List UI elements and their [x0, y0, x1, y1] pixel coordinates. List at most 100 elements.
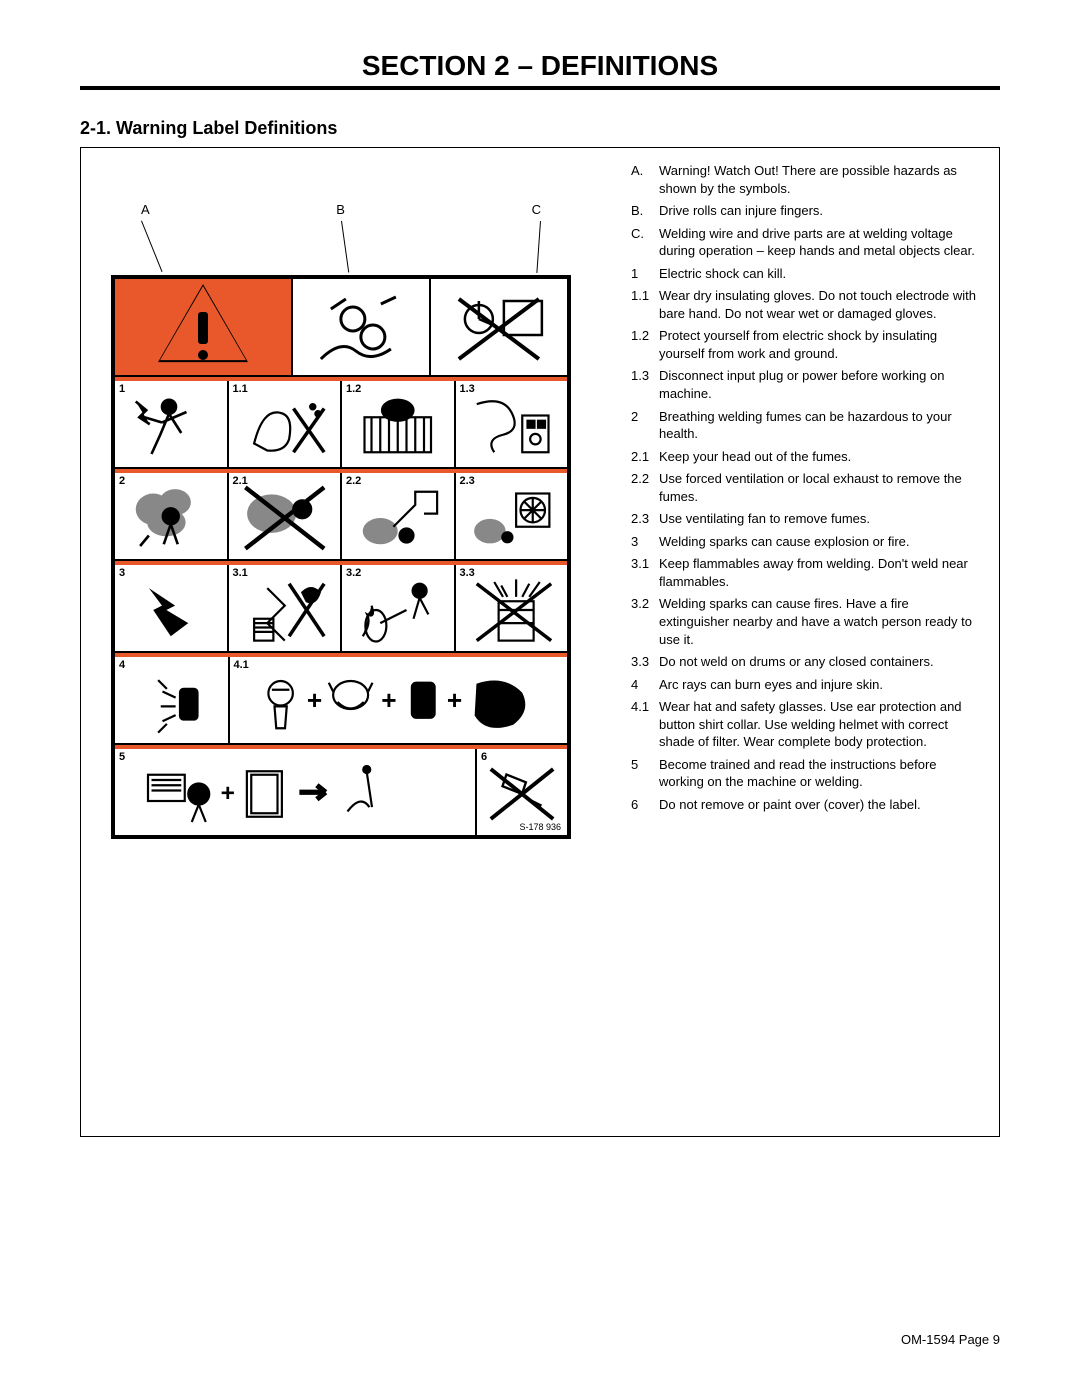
definition-key: A.: [631, 162, 659, 197]
definition-key: 3.2: [631, 595, 659, 648]
callout-a: A: [141, 202, 150, 217]
definition-item: 3Welding sparks can cause explosion or f…: [631, 533, 979, 551]
definition-text: Keep flammables away from welding. Don't…: [659, 555, 979, 590]
definition-text: Do not weld on drums or any closed conta…: [659, 653, 934, 671]
cell-2-1: 2.1: [229, 473, 343, 559]
definition-item: A.Warning! Watch Out! There are possible…: [631, 162, 979, 197]
definition-item: 2.2Use forced ventilation or local exhau…: [631, 470, 979, 505]
warning-label-box: 1 1.1 1.2 1.3 2 2.1: [111, 275, 571, 839]
definition-item: 3.1Keep flammables away from welding. Do…: [631, 555, 979, 590]
label-row-4: 4 4.1 + + +: [115, 657, 567, 745]
definition-text: Disconnect input plug or power before wo…: [659, 367, 979, 402]
cell-2: 2: [115, 473, 229, 559]
cell-1-1: 1.1: [229, 381, 343, 467]
cell-c-wire: [431, 279, 567, 375]
cell-a-warning: [115, 279, 293, 375]
cell-1-3: 1.3: [456, 381, 568, 467]
svg-text:+: +: [221, 780, 235, 807]
cell-1: 1: [115, 381, 229, 467]
definition-key: 3.3: [631, 653, 659, 671]
cell-2-3: 2.3: [456, 473, 568, 559]
definition-key: C.: [631, 225, 659, 260]
definition-text: Warning! Watch Out! There are possible h…: [659, 162, 979, 197]
subsection-title: 2-1. Warning Label Definitions: [80, 118, 1000, 139]
cell-3-3: 3.3: [456, 565, 568, 651]
definition-key: 3: [631, 533, 659, 551]
definition-key: 2.1: [631, 448, 659, 466]
definition-text: Use ventilating fan to remove fumes.: [659, 510, 870, 528]
definition-text: Wear dry insulating gloves. Do not touch…: [659, 287, 979, 322]
svg-text:+: +: [381, 685, 396, 715]
definitions-list: A.Warning! Watch Out! There are possible…: [631, 162, 979, 814]
definitions-column: A.Warning! Watch Out! There are possible…: [631, 162, 979, 1122]
callout-c: C: [532, 202, 541, 217]
definition-key: 4.1: [631, 698, 659, 751]
cell-3: 3: [115, 565, 229, 651]
definition-item: 2.1Keep your head out of the fumes.: [631, 448, 979, 466]
definition-item: 4.1Wear hat and safety glasses. Use ear …: [631, 698, 979, 751]
callout-b: B: [336, 202, 345, 217]
definition-item: C.Welding wire and drive parts are at we…: [631, 225, 979, 260]
definition-item: 2.3Use ventilating fan to remove fumes.: [631, 510, 979, 528]
definition-item: 4Arc rays can burn eyes and injure skin.: [631, 676, 979, 694]
diagram-column: A B C 1: [111, 162, 601, 1122]
cell-b-rolls: [293, 279, 431, 375]
callout-row: A B C: [111, 202, 601, 217]
content-frame: A B C 1: [80, 147, 1000, 1137]
definition-key: 5: [631, 756, 659, 791]
definition-text: Welding wire and drive parts are at weld…: [659, 225, 979, 260]
section-title: SECTION 2 – DEFINITIONS: [80, 50, 1000, 90]
definition-key: 1.3: [631, 367, 659, 402]
definition-text: Keep your head out of the fumes.: [659, 448, 851, 466]
svg-text:+: +: [446, 685, 461, 715]
definition-key: 2: [631, 408, 659, 443]
definition-key: 6: [631, 796, 659, 814]
definition-text: Wear hat and safety glasses. Use ear pro…: [659, 698, 979, 751]
page-footer: OM-1594 Page 9: [901, 1332, 1000, 1347]
definition-item: 3.2Welding sparks can cause fires. Have …: [631, 595, 979, 648]
cell-6: 6 S-178 936: [477, 749, 567, 835]
cell-3-2: 3.2: [342, 565, 456, 651]
definition-key: B.: [631, 202, 659, 220]
cell-4-1: 4.1 + + +: [230, 657, 568, 743]
svg-text:+: +: [306, 685, 321, 715]
label-row-1: 1 1.1 1.2 1.3: [115, 381, 567, 469]
definition-key: 3.1: [631, 555, 659, 590]
cell-5: 5 +: [115, 749, 477, 835]
definition-key: 4: [631, 676, 659, 694]
definition-key: 2.3: [631, 510, 659, 528]
label-row-2: 2 2.1 2.2 2.3: [115, 473, 567, 561]
definition-key: 2.2: [631, 470, 659, 505]
cell-2-2: 2.2: [342, 473, 456, 559]
definition-item: 1Electric shock can kill.: [631, 265, 979, 283]
definition-key: 1.1: [631, 287, 659, 322]
label-row-5: 5 + 6 S-178 936: [115, 749, 567, 835]
definition-key: 1.2: [631, 327, 659, 362]
definition-text: Use forced ventilation or local exhaust …: [659, 470, 979, 505]
definition-text: Become trained and read the instructions…: [659, 756, 979, 791]
definition-text: Protect yourself from electric shock by …: [659, 327, 979, 362]
definition-text: Arc rays can burn eyes and injure skin.: [659, 676, 883, 694]
definition-item: 5Become trained and read the instruction…: [631, 756, 979, 791]
definition-item: 3.3Do not weld on drums or any closed co…: [631, 653, 979, 671]
label-row-3: 3 3.1 3.2 3.3: [115, 565, 567, 653]
definition-item: B.Drive rolls can injure fingers.: [631, 202, 979, 220]
label-ref: S-178 936: [519, 822, 561, 832]
definition-item: 6Do not remove or paint over (cover) the…: [631, 796, 979, 814]
definition-text: Welding sparks can cause explosion or fi…: [659, 533, 910, 551]
exclamation-icon: [198, 312, 208, 344]
definition-text: Breathing welding fumes can be hazardous…: [659, 408, 979, 443]
callout-pointers: [111, 221, 601, 273]
definition-text: Drive rolls can injure fingers.: [659, 202, 823, 220]
cell-3-1: 3.1: [229, 565, 343, 651]
definition-item: 1.1Wear dry insulating gloves. Do not to…: [631, 287, 979, 322]
label-row-top: [115, 279, 567, 377]
definition-item: 2Breathing welding fumes can be hazardou…: [631, 408, 979, 443]
definition-text: Do not remove or paint over (cover) the …: [659, 796, 921, 814]
definition-item: 1.3Disconnect input plug or power before…: [631, 367, 979, 402]
definition-key: 1: [631, 265, 659, 283]
cell-4: 4: [115, 657, 230, 743]
definition-text: Electric shock can kill.: [659, 265, 786, 283]
definition-item: 1.2Protect yourself from electric shock …: [631, 327, 979, 362]
cell-1-2: 1.2: [342, 381, 456, 467]
